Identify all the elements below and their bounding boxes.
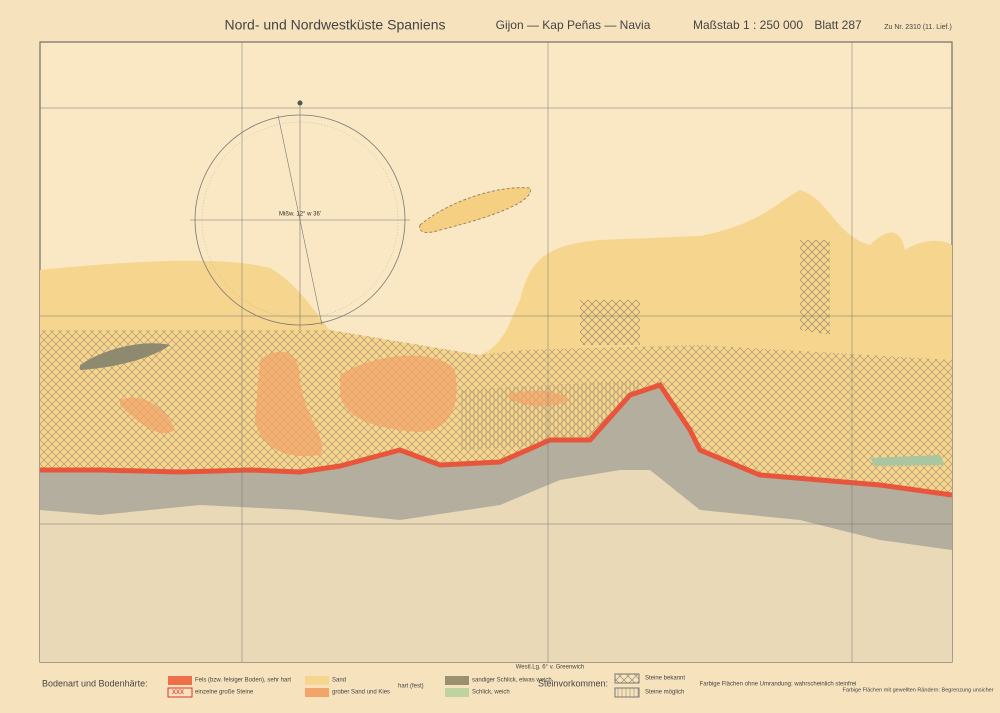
longitude-note: Westl.Lg. 6° v. Greenwich xyxy=(516,665,585,671)
coarse-sand xyxy=(255,351,323,457)
legend-label: hart (fest) xyxy=(398,684,424,690)
title: Nord- und Nordwestküste Spaniens xyxy=(224,17,445,33)
reference: Zu Nr. 2310 (11. Lief.) xyxy=(884,24,952,31)
route: Gijon — Kap Peñas — Navia xyxy=(496,18,651,32)
rocky-coast xyxy=(40,382,953,498)
swatch-possible xyxy=(614,687,640,698)
swatch-sandy-silt xyxy=(445,676,469,685)
stones-known-offshore xyxy=(800,240,830,335)
coarse-sand xyxy=(340,355,457,432)
legend-label: Fels (bzw. felsiger Boden), sehr hart xyxy=(195,678,291,684)
coarse-sand xyxy=(120,397,175,434)
sandy-silt xyxy=(80,343,170,370)
swatch-sand xyxy=(305,676,329,685)
land xyxy=(40,385,952,662)
swatch-stones xyxy=(167,687,193,698)
legend-label: grober Sand und Kies xyxy=(332,690,390,696)
legend-label: Schlick, weich xyxy=(472,690,510,696)
legend-label: Steine möglich xyxy=(645,690,684,696)
silt xyxy=(870,455,945,466)
stones-patch xyxy=(580,300,640,345)
swatch-rock xyxy=(168,676,192,685)
swatch-silt xyxy=(445,688,469,697)
compass-rose: Mißw. 12° w 36' xyxy=(190,100,410,330)
swatch-coarse xyxy=(305,688,329,697)
legend-label: Sand xyxy=(332,678,346,684)
sheet: Blatt 287 xyxy=(814,18,862,32)
grid xyxy=(40,42,952,662)
legend-title: Steinvorkommen: xyxy=(538,678,608,688)
legend-label: Steine bekannt xyxy=(645,676,685,682)
legend-label: sandiger Schlick, etwas weich xyxy=(472,678,552,684)
legend-label: einzelne große Steine xyxy=(195,690,254,696)
scale: Maßstab 1 : 250 000 xyxy=(693,18,803,32)
legend-title: Bodenart und Bodenhärte: xyxy=(42,678,148,688)
coastal-relief xyxy=(40,385,952,550)
sand-bank xyxy=(419,187,531,233)
swatch-known xyxy=(614,673,640,684)
legend-note: Farbige Flächen mit gewellten Rändern: B… xyxy=(842,687,993,693)
declination: Mißw. 12° w 36' xyxy=(279,212,321,218)
swatch-mark: xxx xyxy=(172,687,184,696)
coarse-sand xyxy=(505,390,570,407)
legend-note: Farbige Flächen ohne Umrandung: wahrsche… xyxy=(700,682,857,688)
